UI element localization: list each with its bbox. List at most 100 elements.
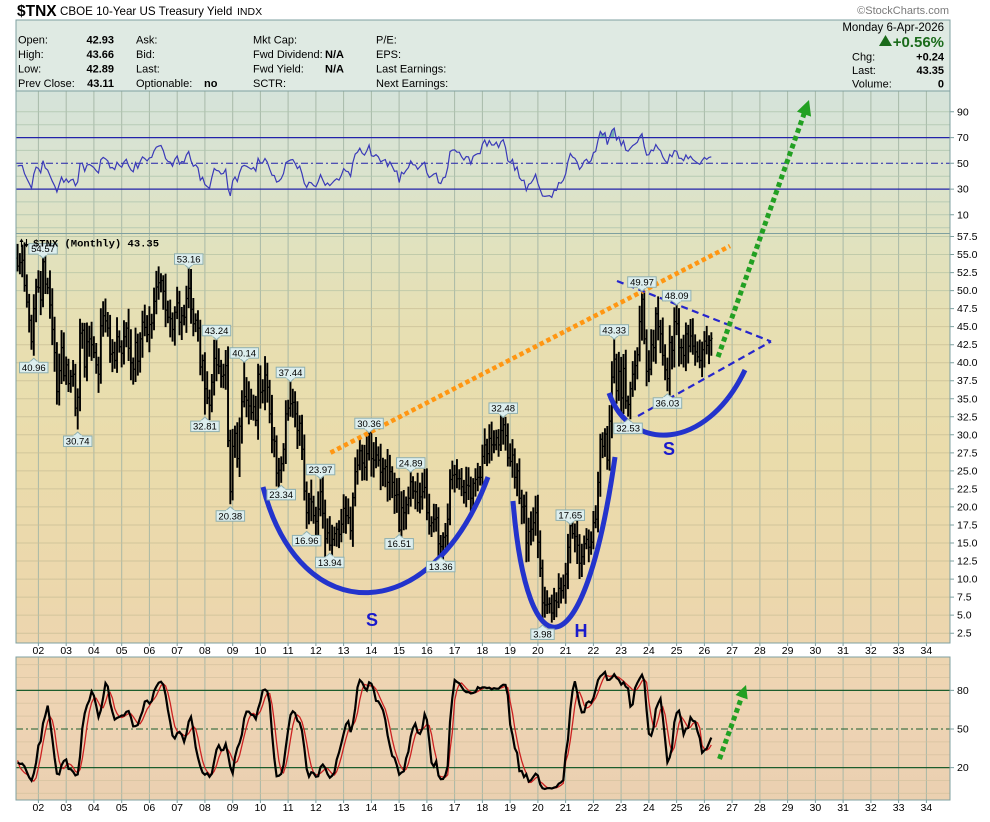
svg-text:32.5: 32.5 <box>957 411 978 423</box>
svg-text:18: 18 <box>477 645 489 657</box>
svg-text:27: 27 <box>726 802 738 814</box>
svg-text:53.16: 53.16 <box>177 254 201 265</box>
svg-text:29: 29 <box>782 802 794 814</box>
svg-text:14: 14 <box>366 802 378 814</box>
svg-text:05: 05 <box>116 802 128 814</box>
svg-text:Fwd Dividend:: Fwd Dividend: <box>253 49 323 61</box>
svg-text:+0.24: +0.24 <box>916 52 945 64</box>
svg-text:10: 10 <box>255 802 267 814</box>
svg-text:28: 28 <box>754 802 766 814</box>
svg-text:EPS:: EPS: <box>376 49 401 61</box>
svg-text:50: 50 <box>957 158 969 170</box>
svg-text:43.66: 43.66 <box>86 49 114 61</box>
svg-text:20: 20 <box>957 762 969 774</box>
svg-text:16.51: 16.51 <box>387 539 411 550</box>
svg-text:27.5: 27.5 <box>957 447 978 459</box>
svg-text:33: 33 <box>893 645 905 657</box>
svg-text:Monday 6-Apr-2026: Monday 6-Apr-2026 <box>842 22 944 34</box>
svg-text:10.0: 10.0 <box>957 574 978 586</box>
svg-text:24: 24 <box>643 802 655 814</box>
svg-text:Fwd Yield:: Fwd Yield: <box>253 64 304 76</box>
svg-text:04: 04 <box>88 802 100 814</box>
svg-text:70: 70 <box>957 132 969 144</box>
svg-text:43.35: 43.35 <box>916 65 944 77</box>
svg-text:04: 04 <box>88 645 100 657</box>
svg-text:11: 11 <box>283 645 294 657</box>
svg-text:16.96: 16.96 <box>295 536 319 547</box>
svg-text:3.98: 3.98 <box>533 630 552 641</box>
svg-text:17.65: 17.65 <box>558 510 582 521</box>
svg-text:40.14: 40.14 <box>232 348 256 359</box>
svg-text:15.0: 15.0 <box>957 538 978 550</box>
svg-text:20: 20 <box>532 645 544 657</box>
svg-text:42.93: 42.93 <box>86 35 114 47</box>
svg-text:30: 30 <box>957 184 969 196</box>
svg-text:N/A: N/A <box>325 49 344 61</box>
svg-text:06: 06 <box>144 802 156 814</box>
svg-text:12: 12 <box>310 802 322 814</box>
svg-text:50: 50 <box>957 724 969 736</box>
svg-text:18: 18 <box>477 802 489 814</box>
svg-text:09: 09 <box>227 802 239 814</box>
svg-text:30: 30 <box>810 645 822 657</box>
svg-text:36.03: 36.03 <box>656 398 680 409</box>
svg-text:32: 32 <box>865 802 877 814</box>
svg-text:H: H <box>575 621 588 641</box>
svg-text:23.34: 23.34 <box>269 490 293 501</box>
svg-text:35.0: 35.0 <box>957 393 978 405</box>
svg-text:02: 02 <box>33 802 45 814</box>
svg-text:17.5: 17.5 <box>957 520 978 532</box>
svg-text:25.0: 25.0 <box>957 465 978 477</box>
svg-text:15: 15 <box>393 645 405 657</box>
svg-text:2.5: 2.5 <box>957 628 972 640</box>
svg-text:SCTR:: SCTR: <box>253 78 286 90</box>
svg-text:13.36: 13.36 <box>429 562 453 573</box>
svg-text:06: 06 <box>144 645 156 657</box>
svg-text:48.09: 48.09 <box>665 291 689 302</box>
svg-text:High:: High: <box>18 49 44 61</box>
svg-text:Next Earnings:: Next Earnings: <box>376 78 448 90</box>
svg-text:25: 25 <box>671 645 683 657</box>
svg-text:31: 31 <box>837 645 849 657</box>
svg-text:Volume:: Volume: <box>852 79 892 91</box>
svg-text:22.5: 22.5 <box>957 483 978 495</box>
svg-text:P/E:: P/E: <box>376 35 397 47</box>
svg-text:30.74: 30.74 <box>66 437 90 448</box>
svg-text:30.0: 30.0 <box>957 429 978 441</box>
svg-text:7.5: 7.5 <box>957 592 972 604</box>
svg-text:Ask:: Ask: <box>136 35 157 47</box>
svg-text:S: S <box>663 439 675 459</box>
svg-text:16: 16 <box>421 802 433 814</box>
svg-text:20.38: 20.38 <box>218 511 242 522</box>
svg-text:Mkt Cap:: Mkt Cap: <box>253 35 297 47</box>
svg-text:33: 33 <box>893 802 905 814</box>
svg-text:32: 32 <box>865 645 877 657</box>
svg-text:21: 21 <box>560 802 572 814</box>
svg-text:03: 03 <box>60 645 72 657</box>
svg-text:29: 29 <box>782 645 794 657</box>
svg-text:10: 10 <box>255 645 267 657</box>
svg-text:17: 17 <box>449 802 461 814</box>
svg-text:22: 22 <box>588 645 600 657</box>
svg-text:11: 11 <box>283 802 294 814</box>
svg-text:07: 07 <box>171 645 183 657</box>
svg-text:21: 21 <box>560 645 572 657</box>
svg-text:32.48: 32.48 <box>491 404 515 415</box>
svg-text:+0.56%: +0.56% <box>893 34 944 51</box>
svg-text:80: 80 <box>957 685 969 697</box>
svg-text:40.0: 40.0 <box>957 357 978 369</box>
svg-text:26: 26 <box>699 645 711 657</box>
svg-text:Low:: Low: <box>18 64 41 76</box>
svg-text:©StockCharts.com: ©StockCharts.com <box>857 5 949 17</box>
svg-text:0: 0 <box>938 79 944 91</box>
svg-text:Last:: Last: <box>136 64 160 76</box>
svg-text:Prev Close:: Prev Close: <box>18 78 75 90</box>
svg-text:57.5: 57.5 <box>957 231 978 243</box>
svg-text:$TNX: $TNX <box>17 3 57 20</box>
svg-text:S: S <box>366 610 378 630</box>
svg-text:05: 05 <box>116 645 128 657</box>
svg-text:30.36: 30.36 <box>357 419 381 430</box>
svg-text:22: 22 <box>588 802 600 814</box>
svg-text:54.57: 54.57 <box>31 244 55 255</box>
svg-text:no: no <box>204 78 218 90</box>
